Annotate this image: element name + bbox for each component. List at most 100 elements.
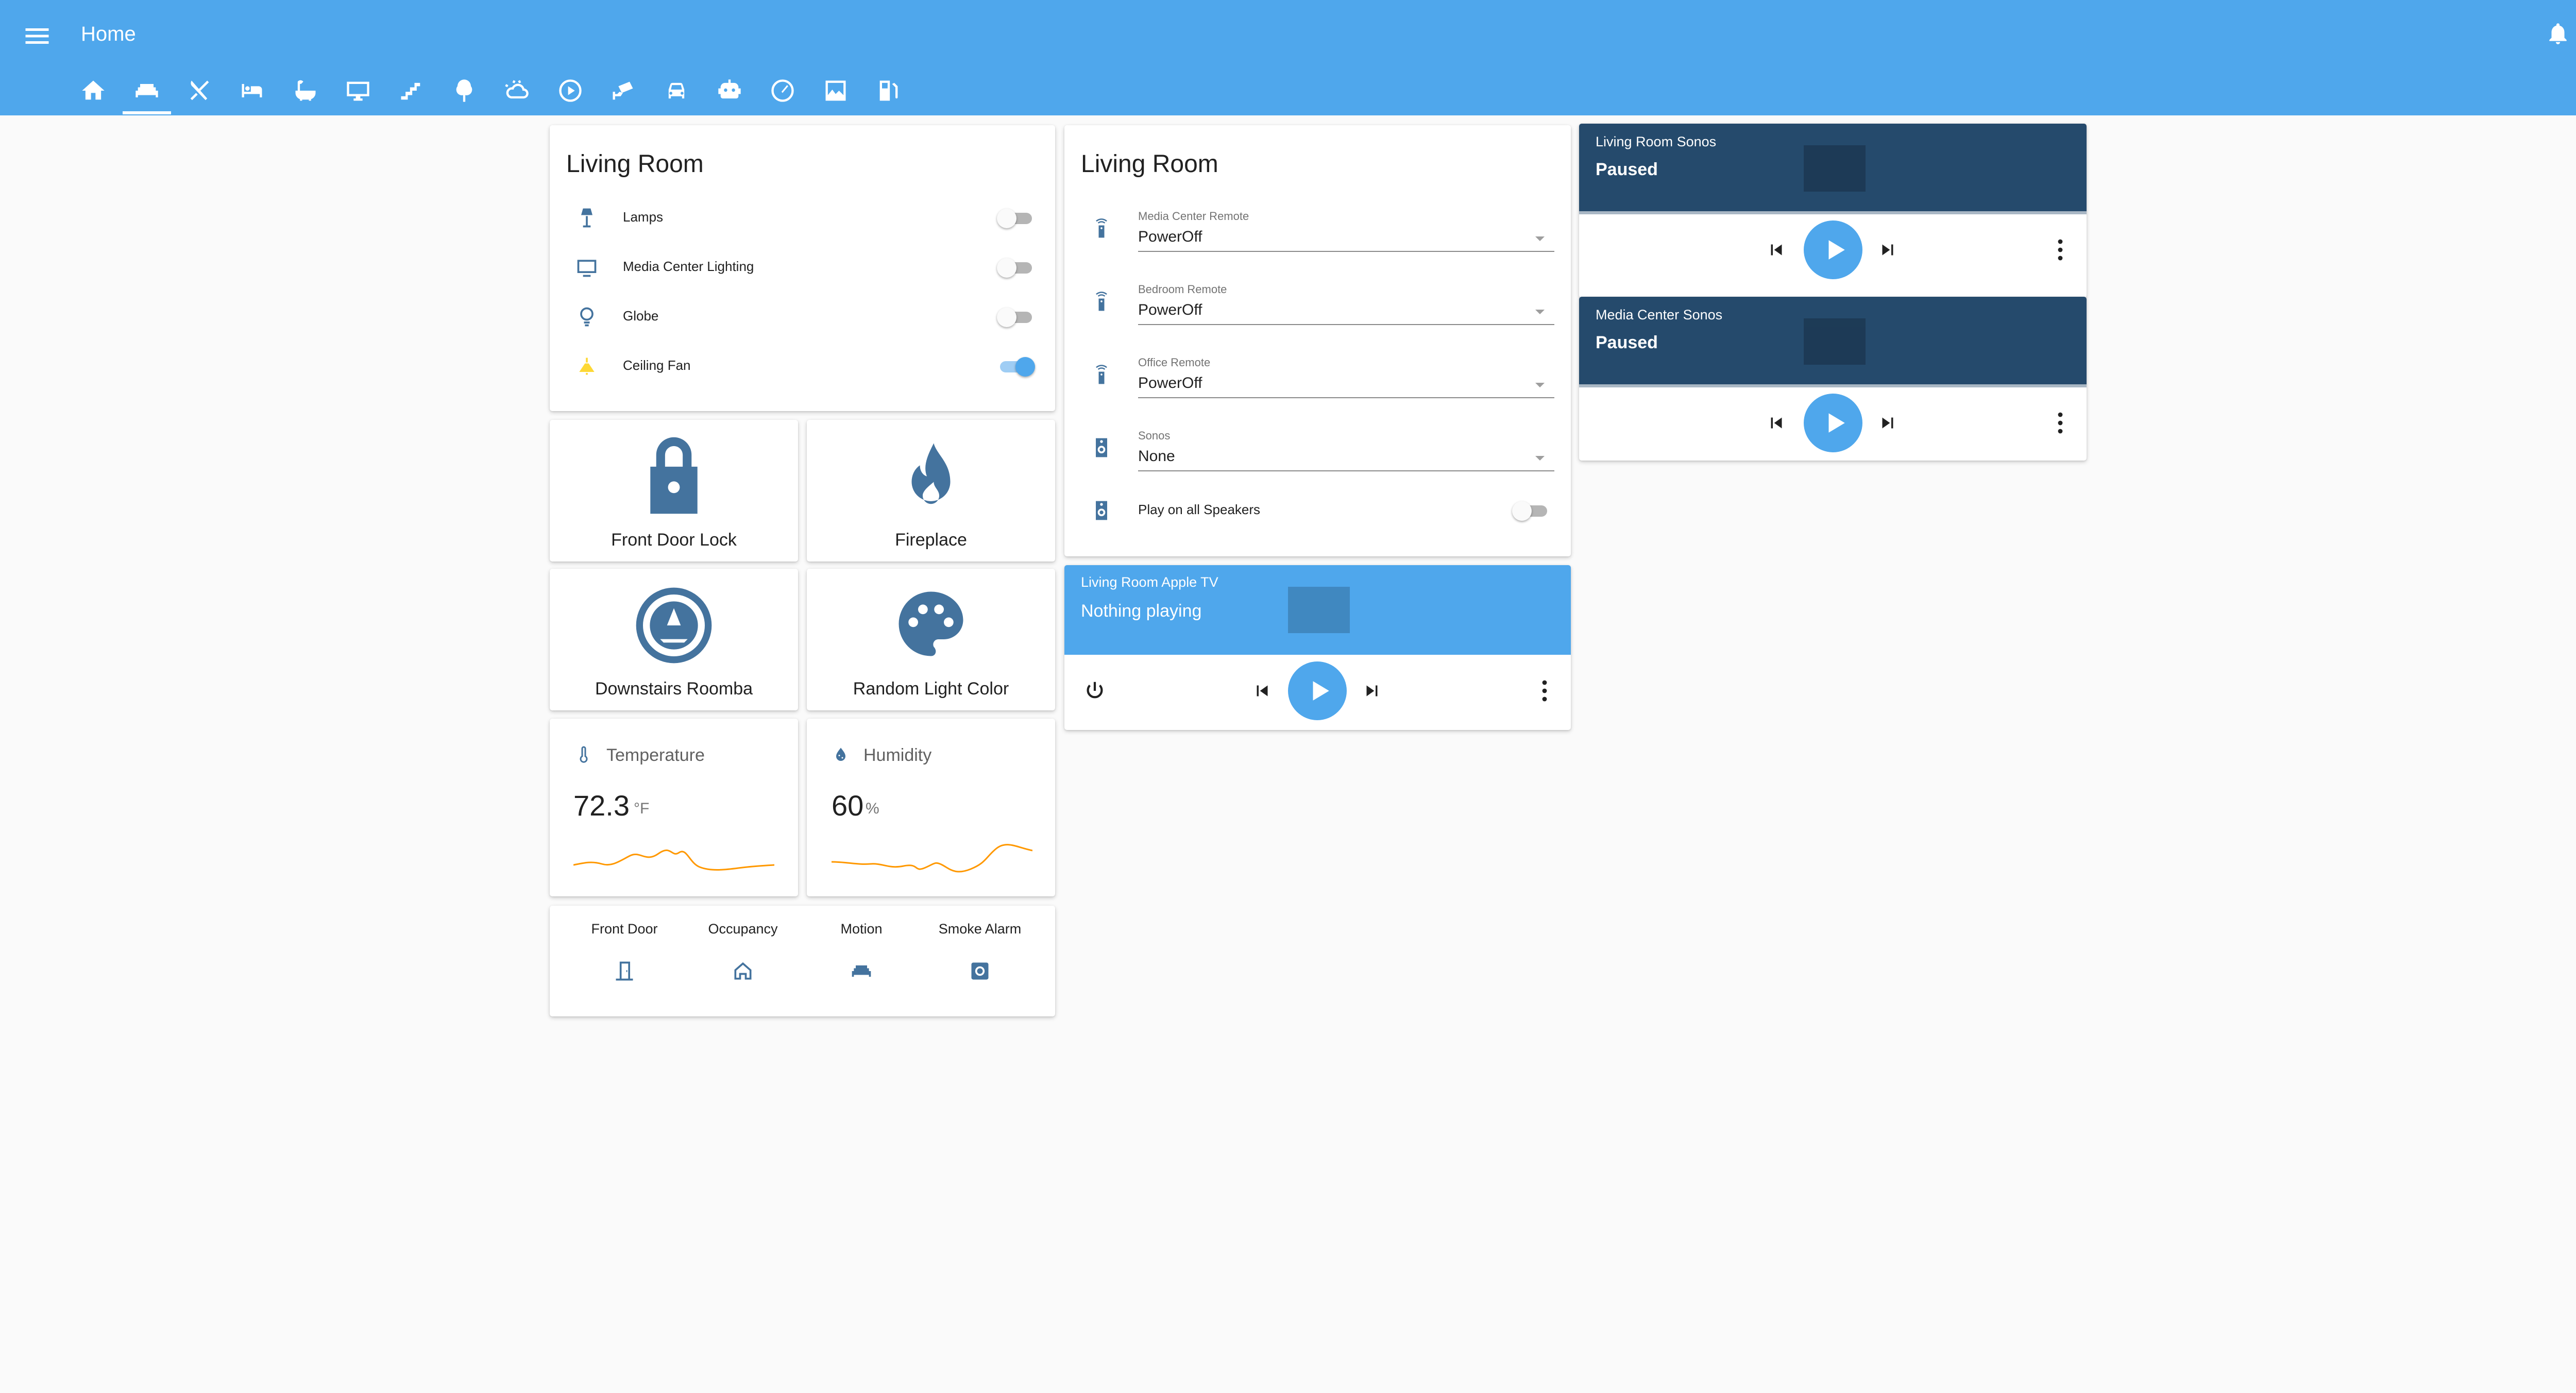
- more-options-icon[interactable]: [2054, 411, 2066, 435]
- glance-label: Occupancy: [708, 921, 778, 937]
- bedroom-remote-select[interactable]: PowerOff: [1138, 301, 1202, 318]
- monitor-icon[interactable]: [345, 77, 371, 104]
- chevron-down-icon[interactable]: [1535, 236, 1545, 241]
- next-track-icon[interactable]: [1877, 239, 1899, 261]
- home-outline-icon[interactable]: [732, 960, 754, 982]
- silverware-icon[interactable]: [186, 77, 213, 104]
- humidity-sensor-card[interactable]: Humidity 60 %: [807, 719, 1055, 896]
- chevron-down-icon[interactable]: [1535, 310, 1545, 314]
- door-icon[interactable]: [613, 960, 636, 982]
- sonos-select[interactable]: None: [1138, 448, 1175, 465]
- play-on-all-speakers-label: Play on all Speakers: [1138, 502, 1261, 517]
- more-options-icon[interactable]: [1538, 678, 1551, 703]
- media-player-name: Media Center Sonos: [1596, 307, 1723, 322]
- play-on-all-speakers-toggle[interactable]: [1512, 499, 1550, 522]
- previous-track-icon[interactable]: [1251, 680, 1273, 702]
- stairs-icon[interactable]: [398, 77, 425, 104]
- card-title: Living Room: [1081, 150, 1218, 178]
- gauge-icon[interactable]: [769, 77, 796, 104]
- movie-music-icon: [1804, 318, 1866, 365]
- temperature-sparkline: [573, 850, 774, 871]
- media-center-remote-select[interactable]: PowerOff: [1138, 228, 1202, 245]
- progress-track: [1579, 211, 2087, 214]
- random-light-color-button[interactable]: Random Light Color: [807, 569, 1055, 710]
- smoke-detector-icon[interactable]: [969, 960, 991, 982]
- previous-track-icon[interactable]: [1766, 412, 1787, 434]
- sensor-value: 72.3: [573, 789, 630, 822]
- media-info-banner: Living Room Apple TV Nothing playing: [1064, 565, 1571, 655]
- cctv-icon[interactable]: [609, 77, 636, 104]
- sofa-icon[interactable]: [133, 77, 160, 104]
- entity-button-label: Front Door Lock: [611, 530, 737, 550]
- more-options-icon[interactable]: [2054, 237, 2066, 262]
- chevron-down-icon[interactable]: [1535, 456, 1545, 461]
- globe-light-icon: [580, 307, 594, 327]
- progress-track: [1579, 384, 2087, 387]
- next-track-icon[interactable]: [1361, 680, 1383, 702]
- play-button[interactable]: [1804, 220, 1862, 279]
- movie-music-icon: [1288, 587, 1350, 633]
- home-icon[interactable]: [80, 77, 107, 104]
- living-room-apple-tv-player: Living Room Apple TV Nothing playing: [1064, 565, 1571, 730]
- sensor-name: Temperature: [606, 745, 705, 765]
- ceiling-fan-toggle[interactable]: [997, 355, 1035, 378]
- living-room-lights-card: Living Room Lamps Media Center Lighting …: [550, 125, 1055, 411]
- remote-icon: [1096, 292, 1107, 311]
- media-info-banner: Living Room Sonos Paused: [1579, 124, 2087, 211]
- ceiling-fan-icon: [579, 358, 595, 375]
- fireplace-button[interactable]: Fireplace: [807, 420, 1055, 562]
- play-circle-icon[interactable]: [557, 77, 584, 104]
- select-label: Office Remote: [1138, 356, 1211, 369]
- thermometer-icon: [580, 746, 588, 763]
- floor-lamp-icon: [581, 208, 592, 228]
- water-percent-icon: [836, 748, 845, 761]
- bathtub-icon[interactable]: [292, 77, 319, 104]
- robot-icon[interactable]: [716, 77, 743, 104]
- card-title: Living Room: [566, 150, 704, 178]
- downstairs-roomba-button[interactable]: Downstairs Roomba: [550, 569, 798, 710]
- power-icon[interactable]: [1083, 679, 1107, 703]
- glance-label: Front Door: [591, 921, 658, 937]
- play-button[interactable]: [1804, 394, 1862, 452]
- remote-icon: [1096, 218, 1107, 238]
- play-button[interactable]: [1288, 661, 1347, 720]
- bed-icon[interactable]: [239, 77, 265, 104]
- glance-card: Front Door Occupancy Motion Smoke Alarm: [550, 906, 1055, 1016]
- next-track-icon[interactable]: [1877, 412, 1899, 434]
- car-icon[interactable]: [663, 77, 690, 104]
- active-tab-indicator: [123, 111, 171, 114]
- entity-button-label: Fireplace: [895, 530, 967, 550]
- chevron-down-icon[interactable]: [1535, 383, 1545, 387]
- tree-icon[interactable]: [451, 77, 478, 104]
- sensor-name: Humidity: [863, 745, 932, 765]
- glance-label: Smoke Alarm: [938, 921, 1022, 937]
- temperature-sensor-card[interactable]: Temperature 72.3 °F: [550, 719, 798, 896]
- media-player-state: Paused: [1596, 333, 1658, 352]
- media-center-lighting-label: Media Center Lighting: [623, 259, 754, 274]
- notifications-bell-icon[interactable]: [2545, 21, 2571, 46]
- lamps-toggle[interactable]: [997, 207, 1035, 229]
- menu-icon[interactable]: [22, 21, 53, 52]
- media-center-sonos-player: Media Center Sonos Paused: [1579, 297, 2087, 461]
- photo-icon[interactable]: [822, 77, 849, 104]
- previous-track-icon[interactable]: [1766, 239, 1787, 261]
- media-player-state: Nothing playing: [1081, 601, 1202, 621]
- play-icon: [1313, 681, 1329, 701]
- select-underline: [1138, 397, 1554, 398]
- office-remote-select[interactable]: PowerOff: [1138, 375, 1202, 392]
- living-room-sonos-player: Living Room Sonos Paused: [1579, 124, 2087, 298]
- gas-station-icon[interactable]: [875, 77, 902, 104]
- select-underline: [1138, 324, 1554, 325]
- media-center-lighting-toggle[interactable]: [997, 256, 1035, 279]
- palette-icon: [899, 591, 963, 656]
- globe-toggle[interactable]: [997, 305, 1035, 328]
- sofa-icon[interactable]: [850, 960, 873, 982]
- fire-icon: [911, 443, 951, 504]
- entity-button-label: Random Light Color: [853, 679, 1009, 699]
- media-player-name: Living Room Apple TV: [1081, 574, 1218, 590]
- media-player-state: Paused: [1596, 160, 1658, 179]
- weather-icon[interactable]: [503, 77, 530, 104]
- sensor-unit: °F: [634, 800, 650, 817]
- front-door-lock-button[interactable]: Front Door Lock: [550, 420, 798, 562]
- sensor-unit: %: [866, 800, 879, 817]
